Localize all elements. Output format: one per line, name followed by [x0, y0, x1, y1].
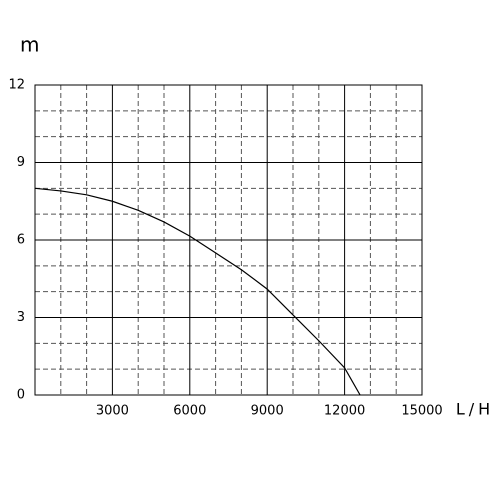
x-tick-label: 6000: [173, 404, 206, 419]
y-axis-label: m: [20, 33, 39, 57]
data-line: [34, 187, 361, 396]
y-tick-label: 12: [8, 78, 25, 93]
y-tick-label: 6: [17, 233, 25, 248]
x-axis-label: L/H: [456, 400, 494, 419]
y-tick-label: 3: [17, 310, 25, 325]
y-tick-label: 0: [17, 388, 25, 403]
x-tick-label: 3000: [96, 404, 129, 419]
plot-frame: [34, 84, 423, 396]
x-tick-label: 15000: [401, 404, 442, 419]
x-tick-label: 12000: [324, 404, 365, 419]
x-tick-label: 9000: [251, 404, 284, 419]
y-tick-label: 9: [17, 155, 25, 170]
